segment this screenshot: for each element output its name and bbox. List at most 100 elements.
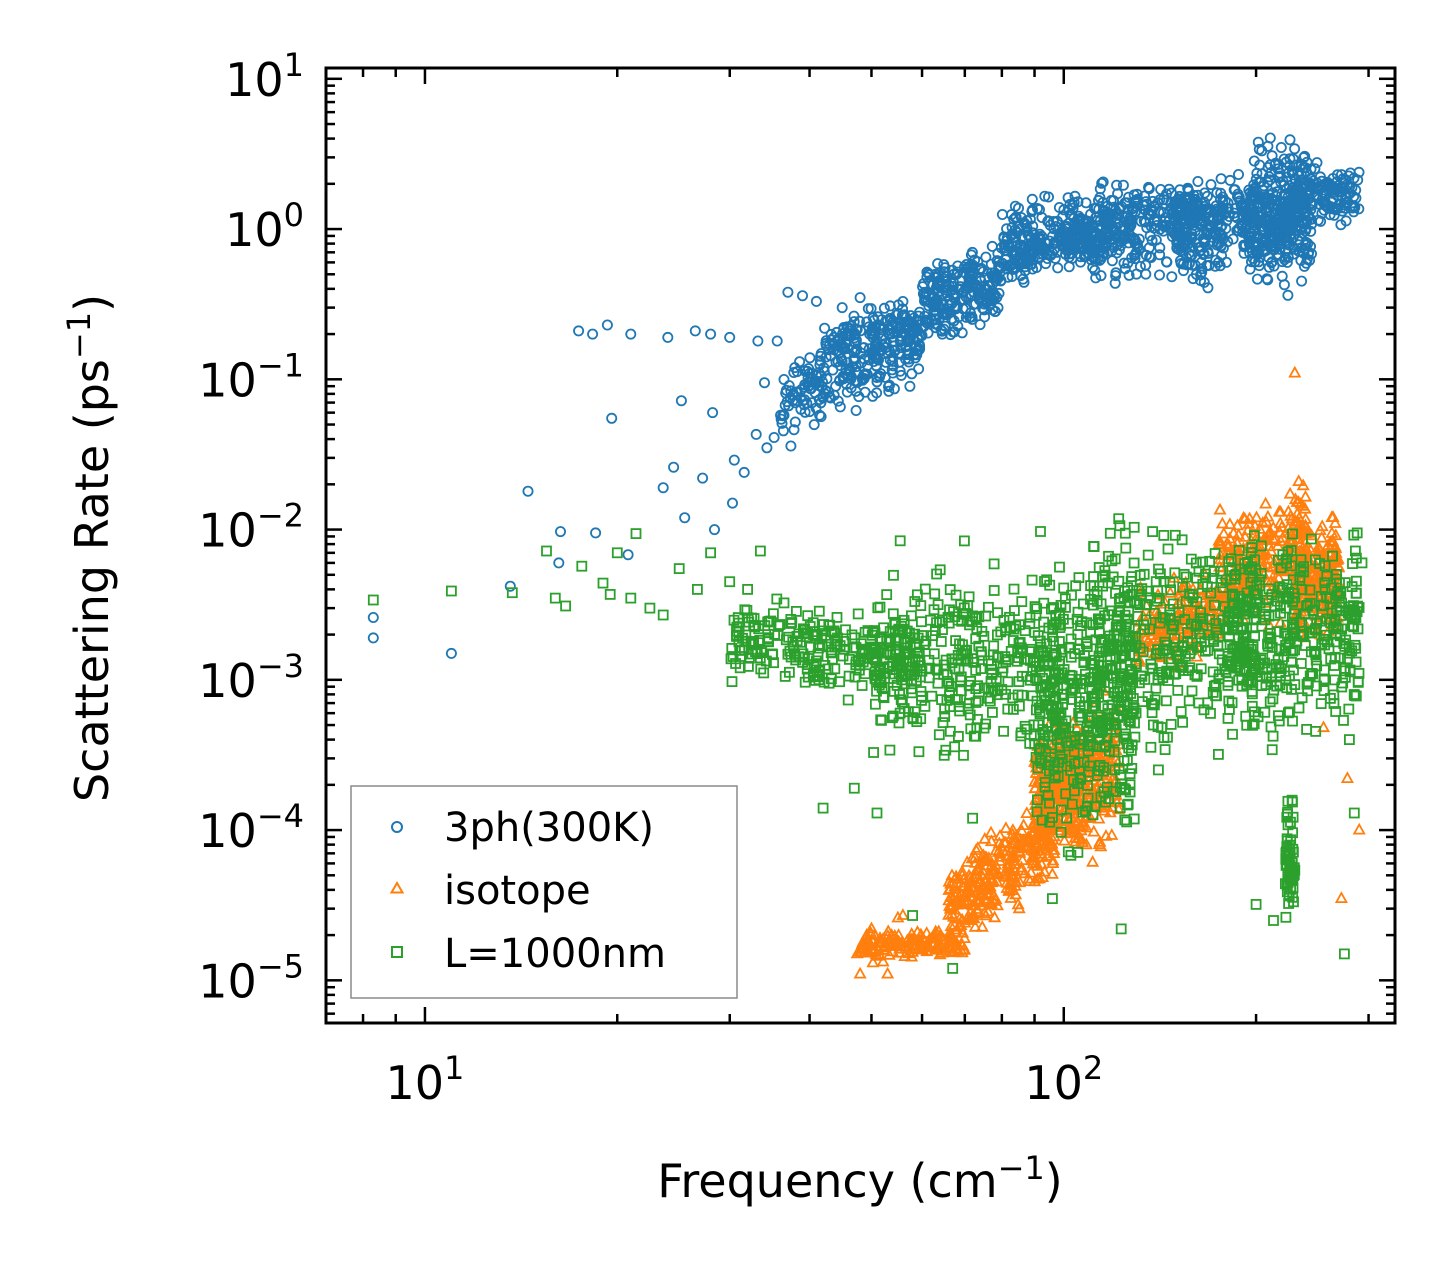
point-3ph (1311, 157, 1323, 169)
point-3ph (869, 352, 881, 364)
point-3ph (1227, 233, 1239, 245)
point-l1000nm (1213, 749, 1224, 760)
point-3ph (850, 404, 862, 416)
point-isotope (1288, 365, 1302, 378)
point-3ph (797, 290, 809, 302)
point-3ph (1134, 260, 1146, 272)
point-3ph (930, 322, 942, 334)
point-l1000nm (1165, 719, 1177, 730)
point-3ph (887, 355, 899, 367)
point-3ph (679, 512, 691, 524)
point-3ph (1182, 184, 1194, 196)
point-3ph (836, 302, 848, 314)
point-3ph (705, 328, 717, 340)
point-3ph (1112, 188, 1124, 200)
point-3ph (1066, 209, 1078, 221)
point-3ph (904, 380, 916, 392)
point-3ph (1171, 217, 1183, 229)
point-isotope (1340, 771, 1354, 783)
point-3ph (888, 383, 900, 395)
point-3ph (909, 320, 921, 332)
point-3ph (972, 287, 984, 299)
point-3ph (1192, 175, 1204, 187)
point-3ph (1281, 256, 1293, 268)
point-l1000nm (1062, 846, 1074, 858)
point-3ph (1211, 187, 1223, 199)
point-3ph (871, 371, 883, 383)
point-3ph (1076, 241, 1088, 253)
point-3ph (1029, 232, 1041, 244)
point-3ph (1119, 197, 1131, 209)
point-3ph (1089, 264, 1101, 276)
point-3ph (662, 331, 674, 343)
point-3ph (1246, 189, 1258, 201)
point-isotope (1086, 854, 1100, 867)
point-3ph (1203, 207, 1215, 219)
point-l1000nm (1172, 685, 1184, 696)
point-l1000nm (1315, 698, 1327, 709)
point-3ph (992, 302, 1004, 314)
point-3ph (1258, 180, 1270, 192)
point-l1000nm (1158, 530, 1170, 541)
point-3ph (1154, 242, 1166, 254)
point-3ph (996, 208, 1008, 220)
point-l1000nm (958, 749, 969, 761)
point-3ph (1008, 247, 1020, 259)
point-3ph (724, 331, 736, 343)
point-3ph (1282, 289, 1294, 301)
point-3ph (1215, 240, 1227, 252)
point-3ph (1096, 177, 1108, 189)
point-3ph (854, 315, 866, 327)
point-isotope (853, 966, 867, 979)
point-l1000nm (933, 729, 945, 741)
point-3ph (883, 381, 895, 393)
point-l1000nm (1160, 695, 1172, 707)
point-3ph (1052, 262, 1064, 274)
point-l1000nm (913, 746, 925, 758)
point-3ph (1266, 256, 1278, 268)
point-3ph (1026, 193, 1038, 205)
point-3ph (1073, 210, 1085, 222)
point-3ph (986, 267, 998, 279)
point-3ph (1027, 220, 1039, 232)
point-3ph (675, 395, 687, 407)
point-3ph (1154, 249, 1166, 261)
point-3ph (1062, 192, 1074, 204)
point-l1000nm (1002, 703, 1014, 715)
point-3ph (1095, 270, 1107, 282)
point-3ph (1228, 184, 1240, 196)
point-3ph (707, 407, 719, 419)
point-3ph (946, 264, 958, 276)
point-isotope (1334, 891, 1348, 903)
point-isotope (881, 966, 895, 979)
point-3ph (804, 379, 816, 391)
point-isotope (1283, 486, 1297, 499)
point-l1000nm (925, 614, 936, 626)
point-l1000nm (849, 632, 861, 644)
point-3ph (934, 275, 946, 287)
point-3ph (841, 357, 853, 369)
point-3ph (987, 304, 999, 316)
point-3ph (1233, 191, 1245, 203)
point-3ph (1224, 174, 1236, 186)
point-3ph (1111, 247, 1123, 259)
point-3ph (1112, 213, 1124, 225)
point-3ph (1105, 194, 1117, 206)
point-3ph (804, 352, 816, 364)
point-3ph (1048, 223, 1060, 235)
point-l1000nm (852, 608, 864, 620)
point-3ph (820, 335, 832, 347)
point-l1000nm (1088, 571, 1099, 582)
point-l1000nm (949, 741, 960, 753)
point-l1000nm (987, 707, 998, 718)
point-l1000nm (1029, 627, 1041, 638)
point-3ph (965, 262, 977, 274)
point-l1000nm (1183, 695, 1195, 707)
point-3ph (1122, 257, 1134, 269)
point-3ph (768, 431, 780, 443)
point-3ph (1210, 254, 1222, 266)
point-l1000nm (1222, 713, 1234, 724)
point-3ph (885, 314, 897, 326)
point-3ph (866, 325, 878, 337)
point-3ph (1278, 279, 1290, 291)
